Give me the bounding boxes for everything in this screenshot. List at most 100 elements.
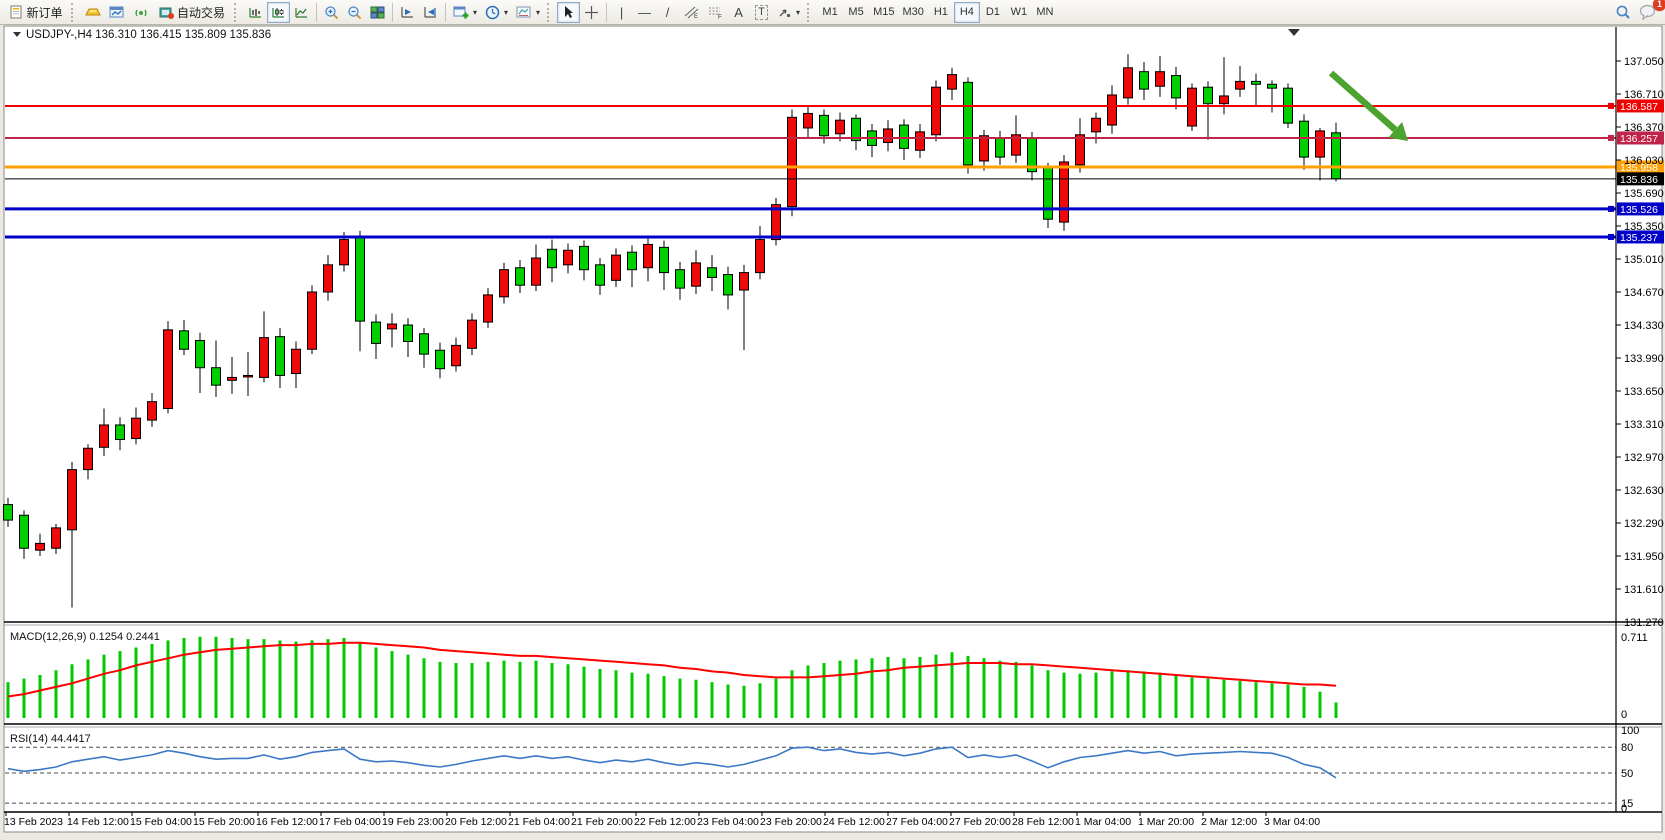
search-icon bbox=[1616, 5, 1630, 19]
level-line-anchor[interactable] bbox=[1608, 233, 1614, 240]
candlestick bbox=[1299, 114, 1309, 170]
search-button[interactable] bbox=[1611, 2, 1635, 23]
arrange-left-icon bbox=[401, 7, 413, 18]
candlestick bbox=[739, 264, 749, 351]
timeframe-h4-button[interactable]: H4 bbox=[953, 1, 980, 23]
channels-tool-button[interactable]: F bbox=[703, 2, 727, 23]
bar-chart-mode-button[interactable] bbox=[244, 2, 267, 23]
time-axis-label: 1 Mar 20:00 bbox=[1138, 816, 1194, 828]
auto-trading-button[interactable]: 自动交易 bbox=[153, 2, 231, 23]
candlestick bbox=[851, 114, 861, 151]
arrange-right-icon bbox=[424, 7, 436, 18]
trendline-tool-button[interactable]: / bbox=[656, 2, 679, 23]
time-axis-label: 27 Feb 20:00 bbox=[949, 816, 1011, 828]
fibonacci-tool-button[interactable]: E bbox=[679, 2, 703, 23]
crosshair-tool-button[interactable] bbox=[580, 2, 603, 23]
market-watch-button[interactable] bbox=[81, 2, 105, 23]
zoom-out-button[interactable] bbox=[343, 2, 366, 23]
price-axis-label: 134.670 bbox=[1624, 287, 1664, 299]
new-order-icon bbox=[10, 5, 22, 19]
macd-scale-label: 0.711 bbox=[1621, 632, 1648, 644]
template-button[interactable]: ▾ bbox=[512, 2, 544, 23]
toolbar-grip bbox=[547, 2, 554, 22]
new-chart-button[interactable]: ▾ bbox=[449, 2, 481, 23]
notification-badge[interactable]: 1 bbox=[1653, 0, 1665, 11]
template-icon bbox=[516, 6, 531, 18]
candlestick bbox=[115, 417, 125, 451]
candlestick bbox=[515, 259, 525, 293]
time-axis-label: 15 Feb 20:00 bbox=[193, 816, 255, 828]
arrange-left-button[interactable] bbox=[396, 2, 419, 23]
price-axis-label: 131.270 bbox=[1624, 617, 1664, 629]
timeframe-d1-button[interactable]: D1 bbox=[980, 2, 1006, 23]
time-axis-label: 28 Feb 12:00 bbox=[1012, 816, 1074, 828]
candlestick bbox=[1235, 65, 1245, 97]
signals-button[interactable] bbox=[129, 2, 153, 23]
candle-chart-mode-button[interactable] bbox=[267, 1, 290, 23]
candlestick bbox=[915, 124, 925, 159]
cursor-tool-button[interactable] bbox=[557, 1, 581, 23]
text-label-icon: T bbox=[755, 4, 768, 20]
candlestick bbox=[1251, 73, 1261, 107]
chevron-down-icon: ▾ bbox=[473, 7, 478, 17]
zoom-in-button[interactable] bbox=[320, 2, 343, 23]
vertical-line-icon: | bbox=[619, 4, 624, 20]
arrows-tool-button[interactable]: ▾ bbox=[773, 2, 804, 23]
timeframe-mn-button[interactable]: MN bbox=[1032, 2, 1058, 23]
candlestick bbox=[419, 327, 429, 368]
trend-arrow-head[interactable] bbox=[1388, 121, 1408, 141]
auto-trading-icon bbox=[159, 7, 174, 19]
candlestick bbox=[1315, 127, 1325, 181]
time-axis-label: 1 Mar 04:00 bbox=[1075, 816, 1131, 828]
text-tool-button[interactable]: A bbox=[727, 2, 750, 23]
price-axis-label: 132.970 bbox=[1624, 452, 1664, 464]
candlestick bbox=[19, 510, 29, 559]
time-axis-label: 21 Feb 04:00 bbox=[508, 816, 570, 828]
candlestick bbox=[163, 321, 173, 414]
timeframe-m30-button[interactable]: M30 bbox=[898, 2, 927, 23]
price-axis-label: 131.950 bbox=[1624, 551, 1664, 563]
level-line-anchor[interactable] bbox=[1608, 205, 1614, 212]
timeframe-h1-button[interactable]: H1 bbox=[928, 2, 954, 23]
price-axis-label: 132.290 bbox=[1624, 518, 1664, 530]
line-chart-mode-button[interactable] bbox=[290, 2, 313, 23]
arrange-right-button[interactable] bbox=[419, 2, 442, 23]
trend-arrow-annotation[interactable] bbox=[1328, 70, 1398, 133]
timeframe-w1-button[interactable]: W1 bbox=[1006, 2, 1032, 23]
candlestick bbox=[1011, 115, 1021, 163]
time-axis-label: 16 Feb 12:00 bbox=[256, 816, 318, 828]
candlestick bbox=[291, 341, 301, 389]
chat-button[interactable] bbox=[1635, 2, 1661, 23]
time-axis-label: 24 Feb 12:00 bbox=[823, 816, 885, 828]
candlestick bbox=[51, 523, 61, 555]
candlestick bbox=[1107, 85, 1117, 134]
timeframe-m1-button[interactable]: M1 bbox=[817, 2, 843, 23]
level-line-anchor[interactable] bbox=[1608, 134, 1614, 141]
candlestick bbox=[707, 255, 717, 292]
price-axis-label: 134.330 bbox=[1624, 320, 1664, 332]
horizontal-line-tool-button[interactable]: — bbox=[633, 2, 656, 23]
rsi-line bbox=[7, 746, 1337, 779]
candlestick bbox=[1043, 162, 1053, 228]
tile-windows-button[interactable] bbox=[366, 2, 389, 23]
timeframe-m15-button[interactable]: M15 bbox=[869, 2, 898, 23]
period-button[interactable]: ▾ bbox=[481, 2, 512, 23]
new-order-button[interactable]: 新订单 bbox=[4, 2, 68, 23]
text-label-tool-button[interactable]: T bbox=[750, 2, 773, 23]
chart-menu-triangle-icon[interactable] bbox=[13, 32, 21, 37]
timeframe-m5-button[interactable]: M5 bbox=[843, 2, 869, 23]
price-axis-label: 136.710 bbox=[1624, 89, 1664, 101]
time-axis-label: 17 Feb 04:00 bbox=[319, 816, 381, 828]
trendline-icon: / bbox=[665, 4, 670, 20]
clock-icon bbox=[485, 5, 500, 19]
chart-window-button[interactable] bbox=[105, 2, 129, 23]
candlestick bbox=[1219, 57, 1229, 115]
zoom-in-icon bbox=[325, 5, 339, 19]
candlestick bbox=[1139, 61, 1149, 100]
candlestick bbox=[211, 340, 221, 397]
vertical-line-tool-button[interactable]: | bbox=[610, 2, 633, 23]
price-axis-label: 137.050 bbox=[1624, 56, 1664, 68]
level-line-anchor[interactable] bbox=[1608, 102, 1614, 109]
chart-shift-marker[interactable] bbox=[1288, 29, 1300, 36]
